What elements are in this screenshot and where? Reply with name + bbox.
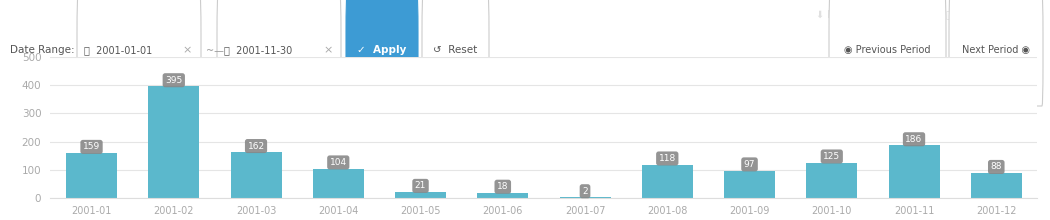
Bar: [66, 153, 117, 198]
Bar: [231, 152, 281, 198]
FancyBboxPatch shape: [217, 0, 341, 105]
Bar: [395, 192, 446, 198]
Bar: [560, 197, 610, 198]
FancyBboxPatch shape: [949, 0, 1043, 106]
Text: 159: 159: [83, 142, 100, 151]
FancyBboxPatch shape: [830, 0, 946, 106]
Bar: [148, 86, 200, 198]
Text: 📅  2001-11-30: 📅 2001-11-30: [224, 45, 292, 55]
FancyBboxPatch shape: [346, 0, 418, 106]
Text: 88: 88: [990, 162, 1002, 171]
Bar: [888, 145, 940, 198]
FancyBboxPatch shape: [422, 0, 489, 106]
Text: ~—: ~—: [206, 45, 224, 55]
Text: ◉ Previous Period: ◉ Previous Period: [844, 45, 930, 55]
Text: 125: 125: [823, 152, 840, 161]
Text: ⬇ Download    ≡ Details    📅 Zero Day Details: ⬇ Download ≡ Details 📅 Zero Day Details: [816, 10, 1037, 20]
Text: ↺  Reset: ↺ Reset: [433, 45, 477, 55]
Text: 186: 186: [905, 135, 923, 144]
Bar: [478, 193, 528, 198]
Text: Date Report: Date Report: [13, 8, 93, 22]
Bar: [642, 165, 693, 198]
Text: ×: ×: [182, 45, 191, 55]
Text: 18: 18: [497, 182, 508, 191]
Text: Date Range:: Date Range:: [10, 45, 75, 55]
Text: 21: 21: [415, 181, 426, 190]
Bar: [313, 169, 363, 198]
Text: 162: 162: [248, 141, 265, 150]
Text: 104: 104: [330, 158, 346, 167]
Bar: [724, 170, 775, 198]
Text: 2: 2: [582, 187, 588, 196]
Text: 97: 97: [743, 160, 755, 169]
Bar: [971, 173, 1022, 198]
Text: 118: 118: [658, 154, 676, 163]
Text: ×: ×: [323, 45, 333, 55]
Text: 📅  2001-01-01: 📅 2001-01-01: [84, 45, 152, 55]
Text: Next Period ◉: Next Period ◉: [962, 45, 1030, 55]
Text: 395: 395: [165, 76, 183, 85]
Text: ✓  Apply: ✓ Apply: [357, 45, 406, 55]
FancyBboxPatch shape: [77, 0, 201, 105]
Bar: [806, 163, 857, 198]
